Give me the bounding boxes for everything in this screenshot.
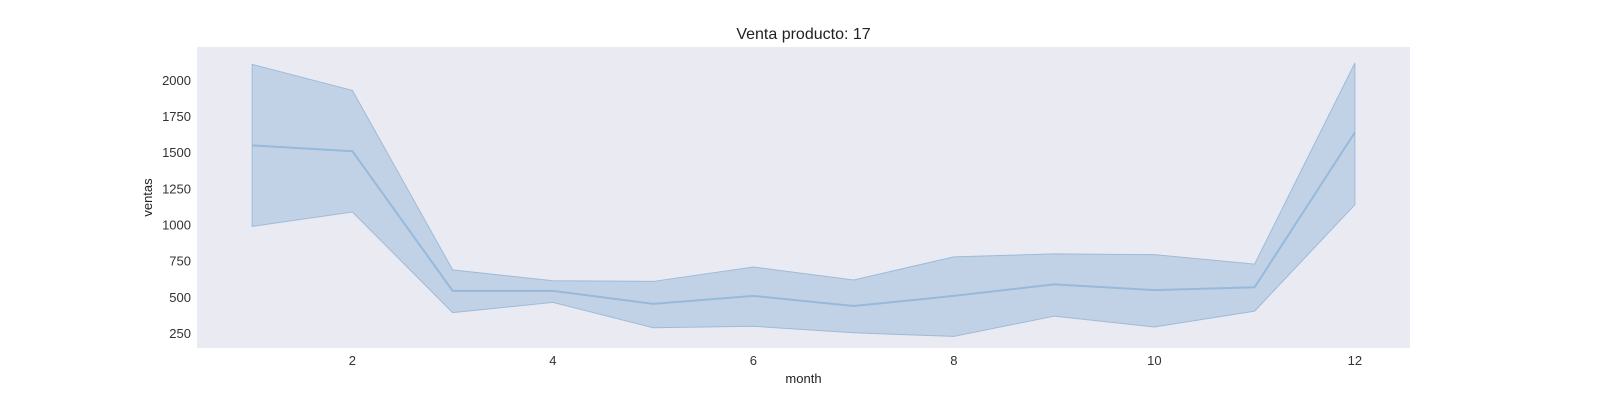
x-tick-label: 2 [349,353,356,368]
x-tick-label: 4 [549,353,556,368]
y-tick-label: 1000 [162,217,191,232]
x-tick-label: 8 [950,353,957,368]
x-tick-label: 10 [1147,353,1161,368]
x-tick-label: 6 [750,353,757,368]
x-axis-label: month [785,371,821,386]
y-tick-label: 1500 [162,145,191,160]
x-tick-label: 12 [1348,353,1362,368]
series-line [252,131,1356,308]
y-tick-label: 2000 [162,73,191,88]
confidence-band [251,62,1356,337]
y-tick-label: 250 [169,326,191,341]
y-axis: 250 500 750 1000 1250 1500 1750 2000 [162,73,191,341]
line-group [252,131,1356,308]
chart-title: Venta producto: 17 [736,26,870,43]
y-tick-label: 1250 [162,181,191,196]
y-tick-label: 750 [169,254,191,269]
y-tick-label: 500 [169,290,191,305]
x-axis: 2 4 6 8 10 12 [349,353,1362,368]
confidence-band-group [251,62,1356,337]
y-tick-label: 1750 [162,109,191,124]
y-axis-label: ventas [140,178,155,217]
